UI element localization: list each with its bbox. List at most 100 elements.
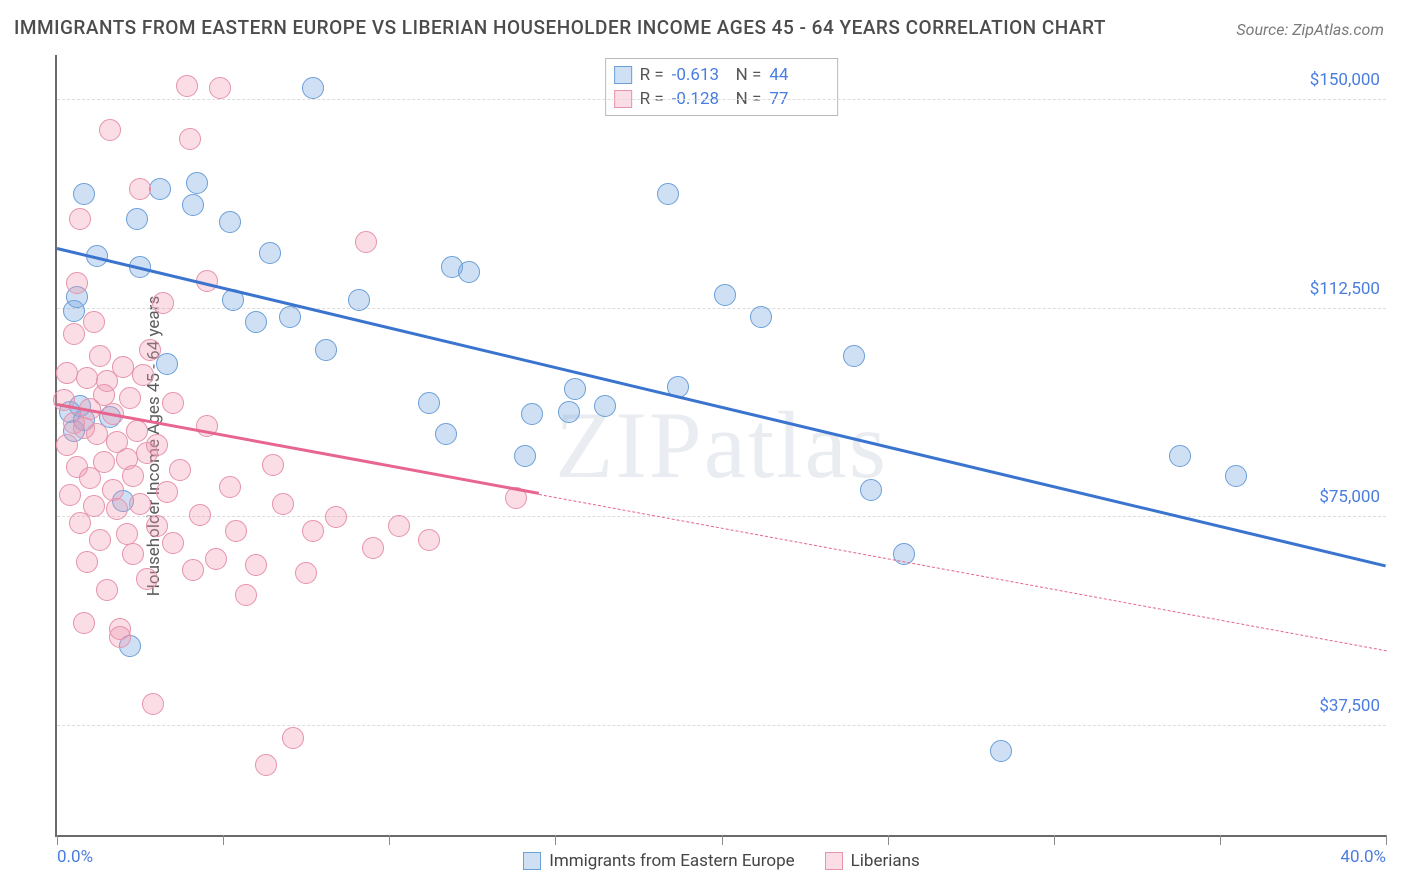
- data-point: [205, 548, 227, 570]
- x-tick: [1386, 835, 1387, 845]
- data-point: [122, 465, 144, 487]
- chart-container: IMMIGRANTS FROM EASTERN EUROPE VS LIBERI…: [0, 0, 1406, 892]
- data-point: [162, 532, 184, 554]
- legend-series-label: Immigrants from Eastern Europe: [549, 851, 794, 871]
- data-point: [714, 284, 736, 306]
- legend-series: Immigrants from Eastern Europe Liberians: [57, 851, 1386, 871]
- data-point: [89, 529, 111, 551]
- x-tick: [722, 835, 723, 845]
- trend-line: [539, 494, 1386, 651]
- data-point: [73, 612, 95, 634]
- legend-series-item: Liberians: [825, 851, 920, 871]
- data-point: [149, 178, 171, 200]
- data-point: [295, 562, 317, 584]
- y-tick-label: $37,500: [1319, 696, 1380, 716]
- data-point: [139, 339, 161, 361]
- data-point: [76, 367, 98, 389]
- data-point: [109, 626, 131, 648]
- data-point: [235, 584, 257, 606]
- data-point: [86, 423, 108, 445]
- data-point: [245, 311, 267, 333]
- data-point: [362, 537, 384, 559]
- legend-swatch: [825, 852, 843, 870]
- data-point: [182, 194, 204, 216]
- data-point: [558, 401, 580, 423]
- data-point: [1225, 465, 1247, 487]
- data-point: [156, 481, 178, 503]
- data-point: [843, 345, 865, 367]
- data-point: [83, 311, 105, 333]
- data-point: [435, 423, 457, 445]
- legend-stat-row: R =-0.613N =44: [614, 63, 826, 87]
- data-point: [315, 339, 337, 361]
- data-point: [245, 554, 267, 576]
- data-point: [102, 479, 124, 501]
- gridline: [57, 99, 1386, 100]
- x-axis-min-label: 0.0%: [57, 847, 93, 867]
- data-point: [272, 493, 294, 515]
- gridline: [57, 308, 1386, 309]
- legend-series-item: Immigrants from Eastern Europe: [523, 851, 794, 871]
- data-point: [325, 506, 347, 528]
- data-point: [146, 434, 168, 456]
- data-point: [282, 727, 304, 749]
- data-point: [750, 306, 772, 328]
- data-point: [129, 178, 151, 200]
- data-point: [458, 261, 480, 283]
- data-point: [136, 568, 158, 590]
- data-point: [225, 520, 247, 542]
- x-tick: [555, 835, 556, 845]
- data-point: [219, 211, 241, 233]
- data-point: [169, 459, 191, 481]
- data-point: [990, 740, 1012, 762]
- data-point: [521, 403, 543, 425]
- data-point: [63, 323, 85, 345]
- plot-area: ZIPatlas R =-0.613N =44R =-0.128N =77 Im…: [55, 55, 1386, 837]
- legend-series-label: Liberians: [851, 851, 920, 871]
- data-point: [132, 364, 154, 386]
- data-point: [186, 172, 208, 194]
- data-point: [657, 183, 679, 205]
- data-point: [182, 559, 204, 581]
- data-point: [112, 356, 134, 378]
- data-point: [56, 362, 78, 384]
- data-point: [76, 551, 98, 573]
- data-point: [142, 693, 164, 715]
- data-point: [209, 77, 231, 99]
- data-point: [514, 445, 536, 467]
- legend-r-label: R =: [640, 65, 664, 85]
- data-point: [69, 208, 91, 230]
- x-tick: [223, 835, 224, 845]
- source-label: Source:: [1236, 20, 1288, 39]
- data-point: [255, 754, 277, 776]
- data-point: [83, 495, 105, 517]
- data-point: [1169, 445, 1191, 467]
- y-tick-label: $150,000: [1310, 70, 1380, 90]
- legend-r-value: -0.613: [672, 65, 728, 85]
- x-tick: [389, 835, 390, 845]
- data-point: [162, 392, 184, 414]
- gridline: [57, 725, 1386, 726]
- data-point: [355, 231, 377, 253]
- data-point: [96, 579, 118, 601]
- legend-n-label: N =: [736, 65, 762, 85]
- data-point: [262, 454, 284, 476]
- data-point: [418, 529, 440, 551]
- data-point: [146, 515, 168, 537]
- y-tick-label: $75,000: [1319, 487, 1380, 507]
- data-point: [56, 434, 78, 456]
- data-point: [122, 543, 144, 565]
- data-point: [126, 420, 148, 442]
- data-point: [106, 498, 128, 520]
- legend-stats: R =-0.613N =44R =-0.128N =77: [605, 58, 839, 116]
- data-point: [302, 77, 324, 99]
- data-point: [126, 208, 148, 230]
- x-tick: [888, 835, 889, 845]
- data-point: [152, 292, 174, 314]
- data-point: [594, 395, 616, 417]
- legend-swatch: [523, 852, 541, 870]
- data-point: [179, 128, 201, 150]
- legend-swatch: [614, 66, 632, 84]
- data-point: [418, 392, 440, 414]
- data-point: [388, 515, 410, 537]
